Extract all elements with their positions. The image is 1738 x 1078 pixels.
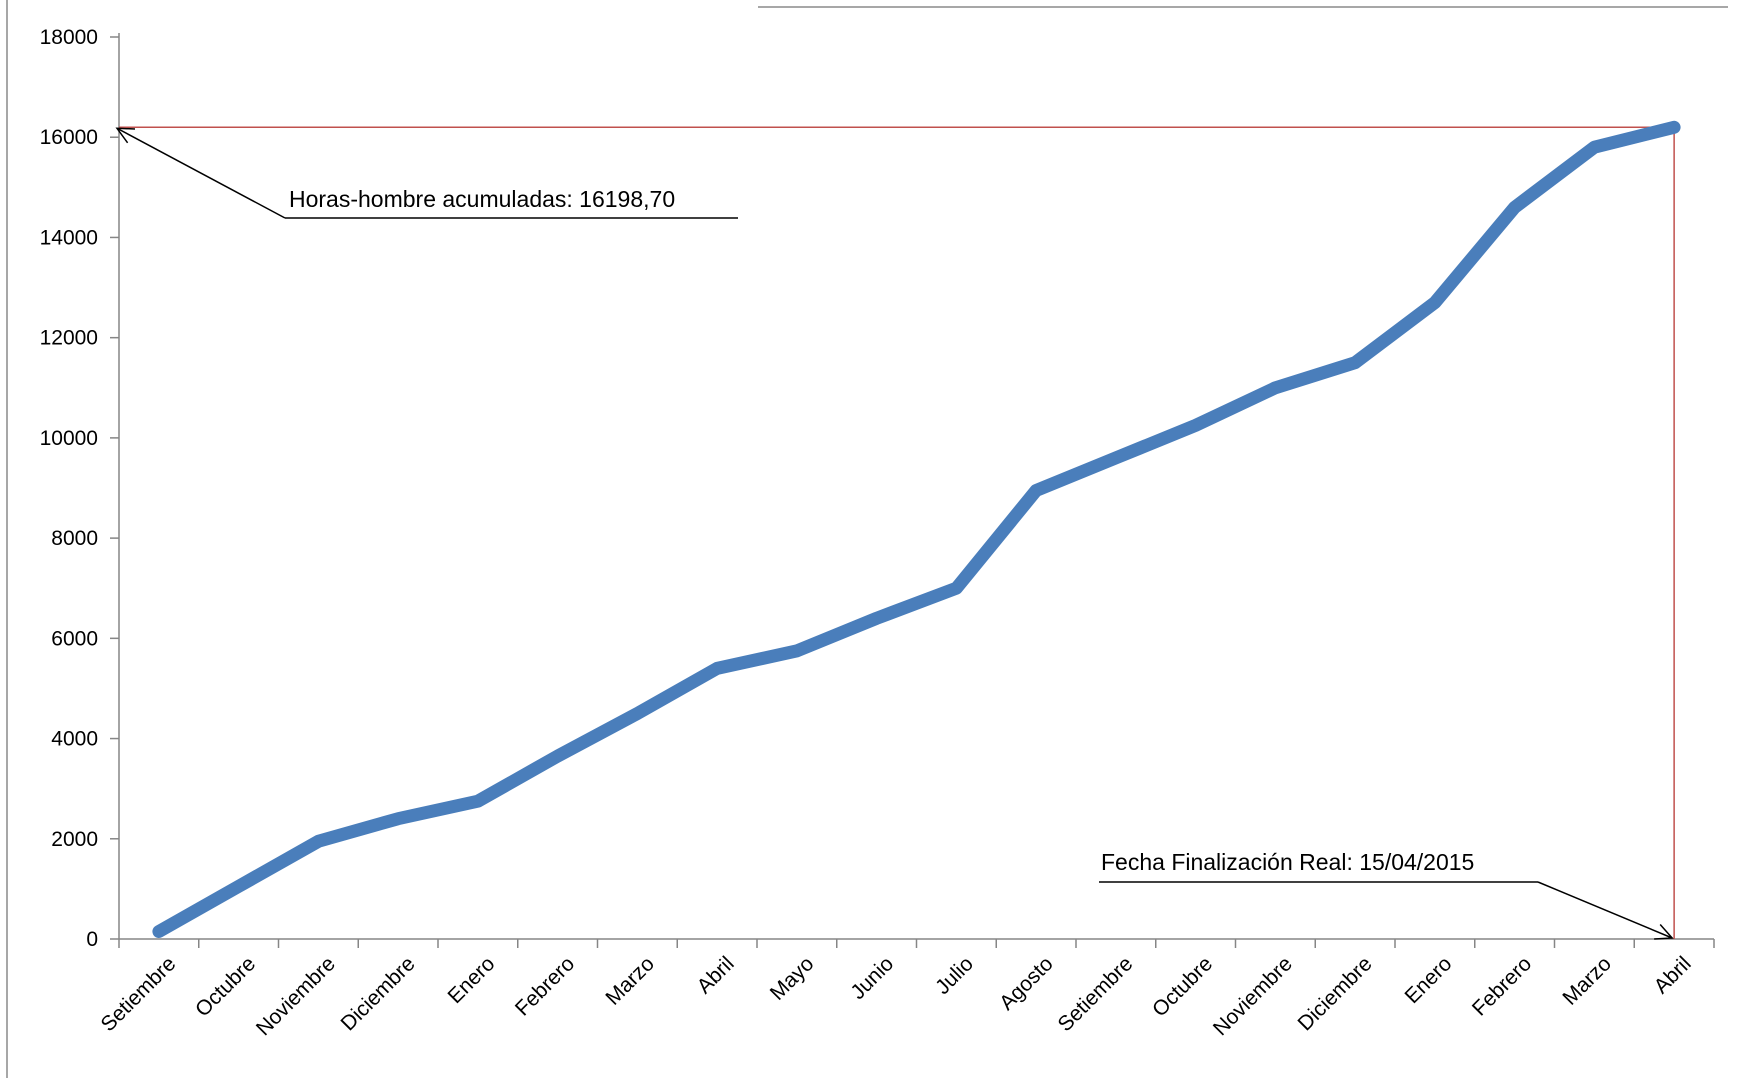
data-point <box>316 839 321 844</box>
y-tick-label: 18000 <box>40 26 98 49</box>
data-point <box>715 666 720 671</box>
hours-annotation-arrow-head <box>115 127 136 144</box>
x-tick-label: Marzo <box>601 952 659 1010</box>
hours-annotation-label: Horas-hombre acumuladas: 16198,70 <box>289 186 675 212</box>
series-layer <box>152 120 1681 938</box>
annotation-layer: Horas-hombre acumuladas: 16198,70 Fecha … <box>115 127 1674 940</box>
date-annotation-arrow-head <box>1654 924 1674 940</box>
x-tick-label: Mayo <box>766 952 819 1005</box>
y-axis: 0 2000 4000 6000 8000 10000 12000 14000 16000 180… <box>40 26 120 951</box>
x-tick-label: Agosto <box>995 952 1058 1015</box>
x-tick-label: Diciembre <box>337 952 420 1035</box>
data-point <box>1273 385 1278 390</box>
y-tick-label: 14000 <box>40 226 98 249</box>
data-point <box>1512 205 1517 210</box>
x-tick-label: Enero <box>1401 952 1457 1008</box>
x-tick-label: Noviembre <box>1209 952 1297 1040</box>
data-point <box>475 799 480 804</box>
data-point <box>1193 423 1198 428</box>
x-tick-label: Octubre <box>191 952 260 1021</box>
date-annotation-arrow <box>1537 881 1673 939</box>
data-point <box>1592 145 1597 150</box>
x-tick-label: Abril <box>1650 952 1696 998</box>
x-tick-label: Julio <box>931 952 978 999</box>
y-tick-label: 2000 <box>51 828 98 851</box>
data-point <box>555 754 560 759</box>
x-tick-label: Marzo <box>1558 952 1616 1010</box>
data-point <box>1113 455 1118 460</box>
x-tick-label: Setiembre <box>96 952 180 1036</box>
data-point <box>1672 125 1677 130</box>
data-point <box>236 884 241 889</box>
data-point <box>1432 300 1437 305</box>
x-tick-label: Diciembre <box>1294 952 1377 1035</box>
x-tick-label: Setiembre <box>1053 952 1137 1036</box>
data-point <box>635 711 640 716</box>
series-line <box>152 120 1681 938</box>
hours-annotation-arrow <box>116 127 286 219</box>
data-point <box>874 616 879 621</box>
y-tick-label: 8000 <box>51 527 98 550</box>
data-point <box>794 648 799 653</box>
x-tick-label: Febrero <box>511 952 579 1020</box>
x-tick-label: Noviembre <box>252 952 340 1040</box>
y-tick-label: 6000 <box>51 627 98 650</box>
data-point <box>1034 488 1039 493</box>
y-tick-label: 10000 <box>40 427 98 450</box>
y-tick-label: 4000 <box>51 728 98 751</box>
x-tick-label: Febrero <box>1468 952 1536 1020</box>
x-tick-label: Junio <box>846 952 898 1004</box>
date-annotation-label: Fecha Finalización Real: 15/04/2015 <box>1101 849 1474 875</box>
x-tick-label: Octubre <box>1148 952 1217 1021</box>
y-tick-label: 0 <box>86 928 98 951</box>
data-point <box>1353 360 1358 365</box>
data-point <box>396 816 401 821</box>
data-point <box>954 586 959 591</box>
y-tick-label: 12000 <box>40 327 98 350</box>
x-tick-label: Enero <box>444 952 500 1008</box>
data-point <box>156 929 161 934</box>
reference-lines <box>119 126 1675 939</box>
y-tick-label: 16000 <box>40 126 98 149</box>
x-tick-label: Abril <box>693 952 739 998</box>
